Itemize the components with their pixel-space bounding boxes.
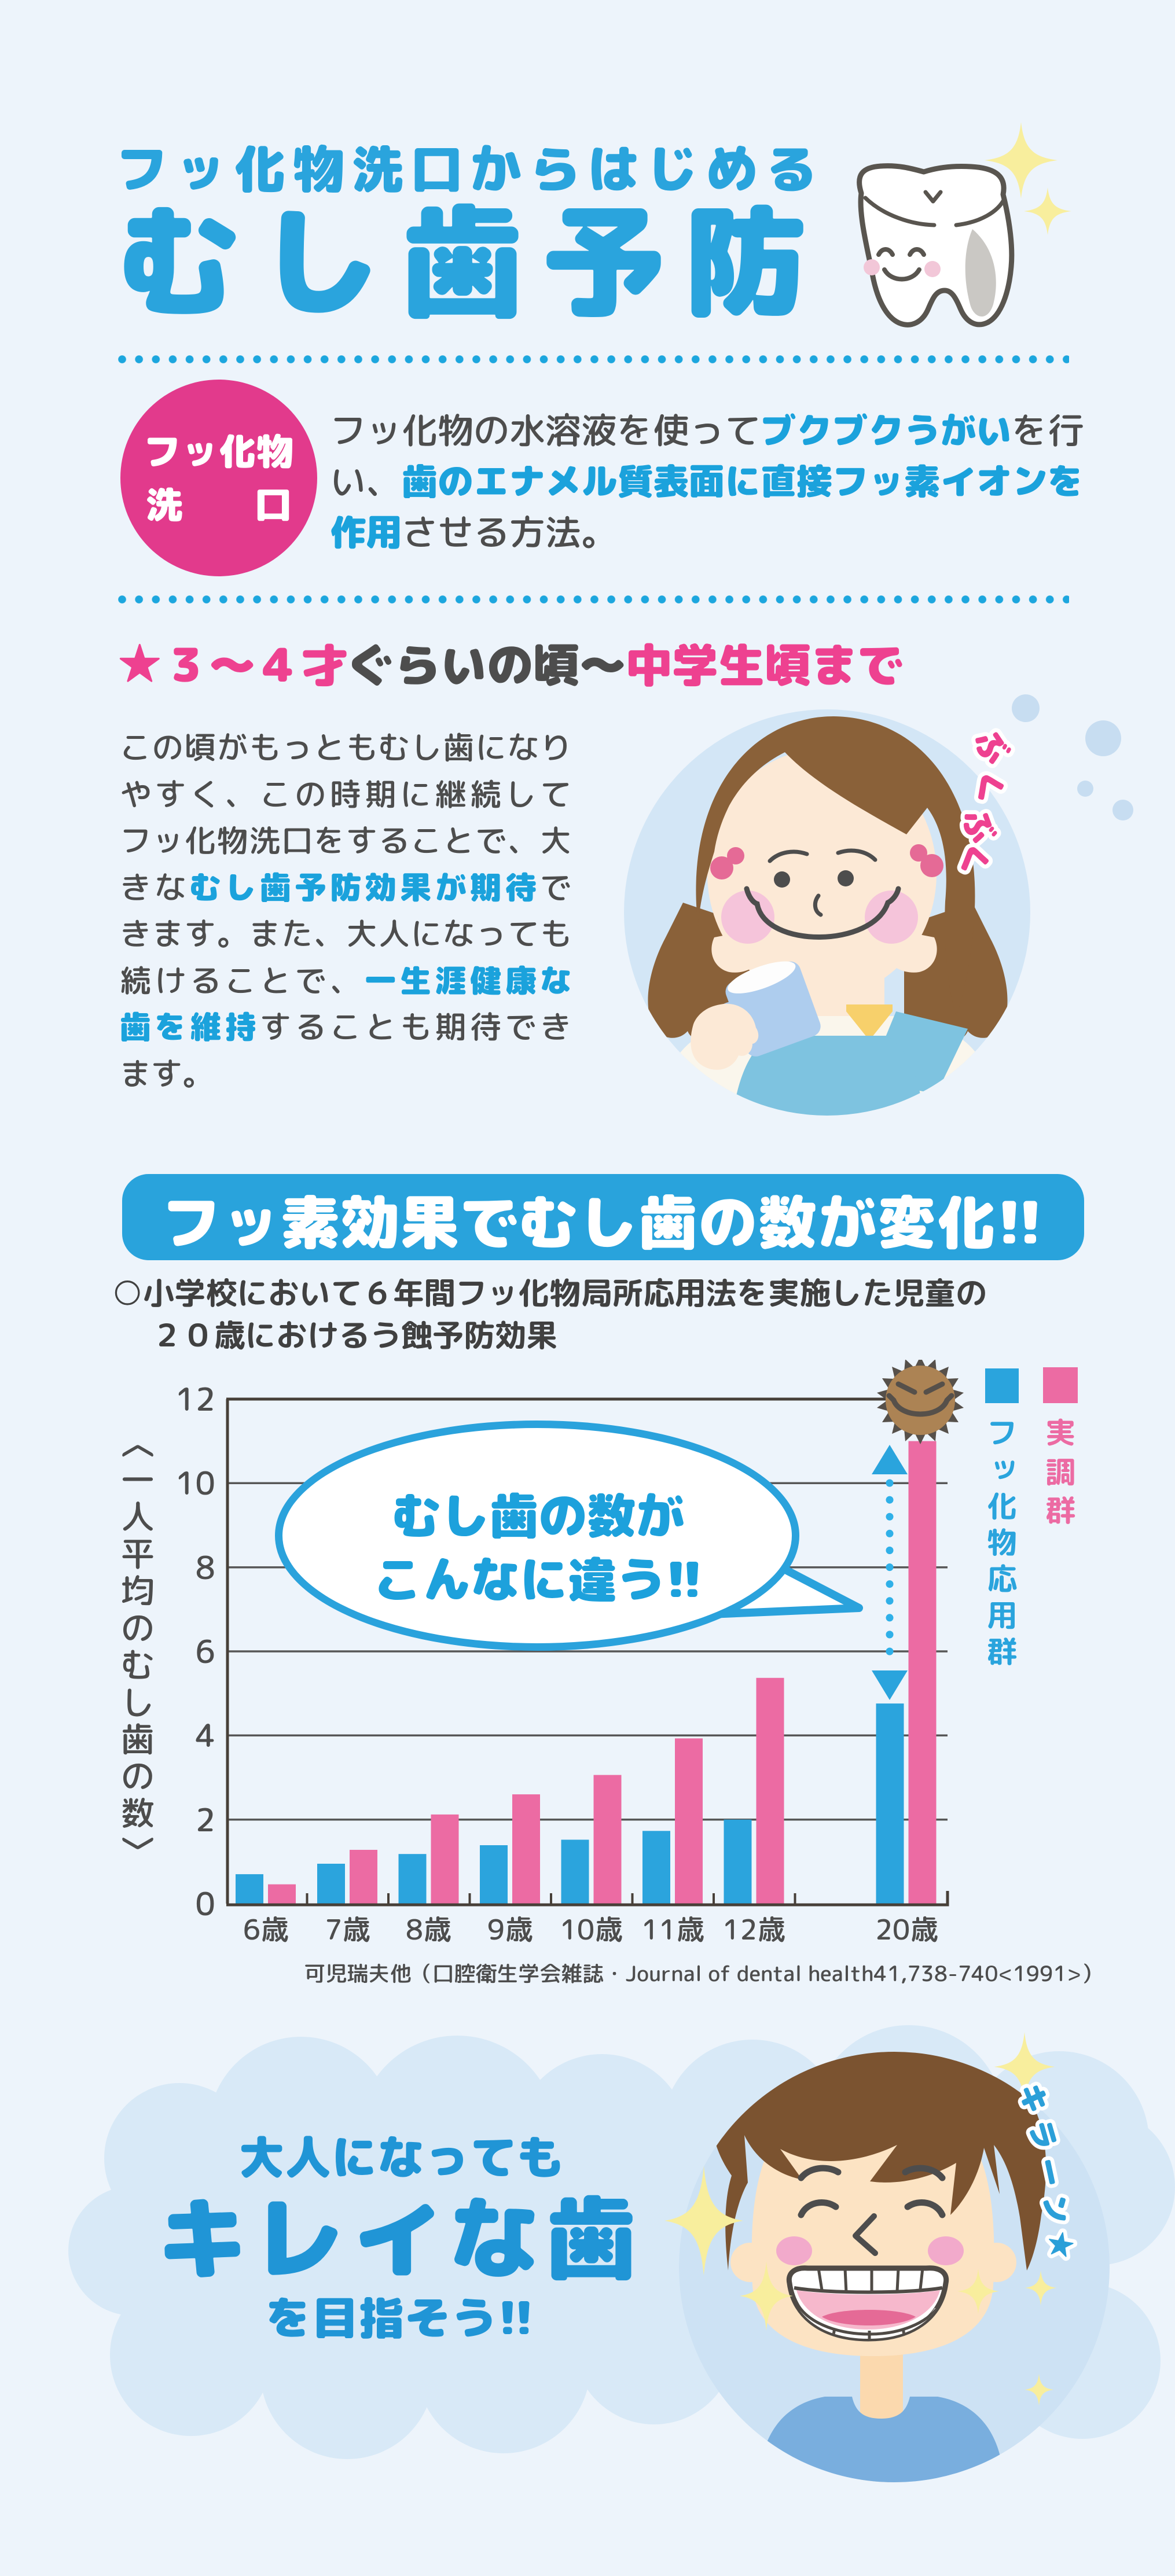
svg-text:6: 6 (195, 1629, 215, 1673)
svg-text:6歳: 6歳 (243, 1910, 288, 1949)
svg-text:11歳: 11歳 (641, 1910, 704, 1949)
svg-text:20歳: 20歳 (875, 1910, 938, 1949)
svg-text:7歳: 7歳 (325, 1910, 370, 1949)
svg-text:12歳: 12歳 (722, 1910, 785, 1949)
svg-text:0: 0 (195, 1881, 215, 1926)
svg-text:むし歯の数が: むし歯の数が (392, 1481, 684, 1549)
svg-text:2: 2 (195, 1797, 215, 1842)
svg-text:8歳: 8歳 (406, 1910, 451, 1949)
svg-text:〈一人平均のむし歯の数〉: 〈一人平均のむし歯の数〉 (116, 1426, 161, 1870)
svg-text:10: 10 (175, 1460, 215, 1505)
svg-text:ン: ン (1034, 2191, 1079, 2227)
svg-text:10歳: 10歳 (560, 1910, 622, 1949)
svg-text:9歳: 9歳 (487, 1910, 533, 1949)
svg-text:フッ化物応用群: フッ化物応用群 (981, 1418, 1023, 1673)
svg-text:こんなに違う!!: こんなに違う!! (373, 1545, 703, 1613)
svg-text:8: 8 (195, 1545, 215, 1589)
svg-text:実調群: 実調群 (1040, 1418, 1082, 1534)
svg-text:★: ★ (1039, 2228, 1083, 2262)
svg-text:4: 4 (195, 1713, 215, 1757)
svg-text:12: 12 (175, 1377, 215, 1421)
svg-text:ぶ: ぶ (964, 720, 1019, 772)
